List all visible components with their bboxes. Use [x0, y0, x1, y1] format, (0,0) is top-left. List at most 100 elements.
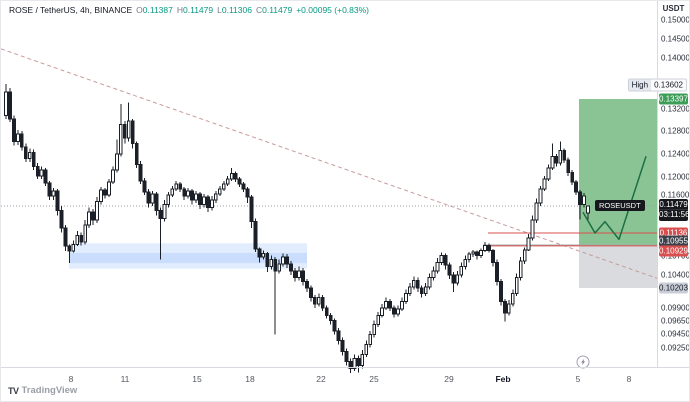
candle-body	[198, 193, 202, 205]
candle-body	[87, 211, 92, 226]
candle-body	[400, 300, 404, 310]
candle-body	[146, 191, 151, 204]
candle-body	[47, 182, 52, 197]
price-tick: 0.09250	[661, 343, 690, 353]
date-label: 8	[626, 374, 632, 384]
candle-body	[253, 221, 258, 250]
candle-body	[546, 167, 551, 180]
bar-countdown: 03:11:56	[659, 209, 690, 219]
target-box-box[interactable]	[579, 99, 657, 245]
price-badge-0.10203: 0.10203	[659, 282, 688, 294]
risk-box-box[interactable]	[579, 245, 657, 288]
candle-body	[55, 190, 60, 212]
candlestick-chart[interactable]	[1, 1, 659, 373]
candle-body	[31, 151, 36, 168]
candle-body	[241, 183, 246, 190]
candle-body	[43, 169, 48, 184]
candle-body	[384, 300, 388, 309]
price-tick: 0.15000	[661, 15, 690, 25]
change-value: +0.00095 (+0.83%)	[296, 5, 369, 15]
price-axis[interactable]: USDT 0.15000 0.14500 0.14000 0.13200 0.12800…	[657, 1, 689, 367]
candle-body	[332, 319, 337, 332]
candle-body	[39, 169, 44, 177]
candle-body	[103, 189, 107, 196]
candle-body	[435, 261, 440, 272]
price-tick: 0.10400	[661, 270, 690, 280]
candle-body	[538, 188, 543, 204]
candle-body	[297, 270, 301, 279]
price-tick: 0.13200	[661, 104, 690, 114]
candle-body	[427, 277, 432, 288]
candle-body	[364, 344, 369, 355]
candle-body	[134, 143, 139, 165]
chart-plot-area[interactable]: ROSE / TetherUS, 4h, BINANCE O0.11387 H0.1…	[1, 1, 659, 373]
candle-body	[178, 183, 183, 190]
price-tick: 0.09900	[661, 303, 690, 313]
date-label: 22	[316, 374, 326, 384]
candle-body	[542, 178, 547, 190]
date-label: 11	[120, 374, 130, 384]
candle-body	[558, 150, 563, 164]
candle-body	[114, 153, 119, 171]
price-badge-0.10955: 0.10955	[659, 235, 688, 247]
high-tag-label: High	[628, 79, 652, 91]
candle-body	[463, 259, 468, 268]
candle-body	[138, 163, 143, 182]
high-price-tag: High 0.13602	[627, 78, 687, 92]
demand-zone-inner-box[interactable]	[69, 252, 307, 264]
candle-body	[182, 188, 187, 197]
price-badge-0.11136: 0.11136	[659, 227, 688, 239]
candle-body	[455, 274, 460, 284]
candle-body	[328, 314, 333, 321]
price-badge-0.13397: 0.13397	[659, 93, 688, 105]
candle-body	[411, 279, 416, 288]
candle-body	[518, 260, 523, 279]
candle-body	[225, 178, 230, 185]
candle-body	[95, 200, 99, 221]
candle-body	[110, 169, 115, 183]
candle-body	[467, 253, 472, 261]
candle-body	[352, 358, 357, 369]
price-tick: 0.12400	[661, 149, 690, 159]
price-projection-path[interactable]	[582, 156, 647, 241]
candle-body	[566, 159, 571, 173]
event-lightning-icon[interactable]	[576, 355, 590, 369]
price-tick: 0.14000	[661, 53, 690, 63]
price-tick: 0.09450	[661, 329, 690, 339]
candle-body	[502, 300, 507, 314]
candle-body	[91, 211, 96, 221]
candle-body	[447, 264, 452, 276]
candle-body	[285, 256, 290, 265]
time-axis[interactable]: 8 11 15 18 22 25 29 Feb 5 8	[1, 367, 689, 401]
symbol-title[interactable]: ROSE / TetherUS, 4h, BINANCE	[9, 5, 133, 15]
candle-body	[23, 146, 28, 160]
candle-body	[459, 266, 464, 276]
candle-body	[166, 194, 171, 205]
candle-body	[293, 270, 297, 279]
candle-body	[8, 91, 12, 120]
candle-body	[380, 307, 385, 316]
date-label: 25	[369, 374, 379, 384]
candle-body	[245, 188, 250, 198]
candle-body	[107, 181, 111, 196]
candle-body	[419, 287, 424, 294]
candle-body	[221, 183, 226, 190]
candle-body	[372, 323, 377, 336]
price-tick: 0.12000	[661, 172, 690, 182]
chart-legend: ROSE / TetherUS, 4h, BINANCE O0.11387 H0.1…	[9, 5, 369, 15]
candle-body	[51, 190, 56, 197]
candle-body	[530, 219, 535, 239]
candle-body	[301, 270, 305, 283]
low-value: 0.11306	[221, 5, 252, 15]
candle-body	[27, 151, 32, 160]
candle-body	[209, 199, 214, 208]
candle-body	[498, 281, 503, 302]
candle-body	[265, 252, 270, 268]
candle-body	[229, 173, 234, 180]
candle-body	[257, 248, 262, 258]
tradingview-watermark[interactable]: TV TradingView	[8, 385, 77, 396]
candle-body	[562, 150, 567, 161]
candle-body	[479, 249, 484, 256]
candle-body	[79, 234, 84, 243]
